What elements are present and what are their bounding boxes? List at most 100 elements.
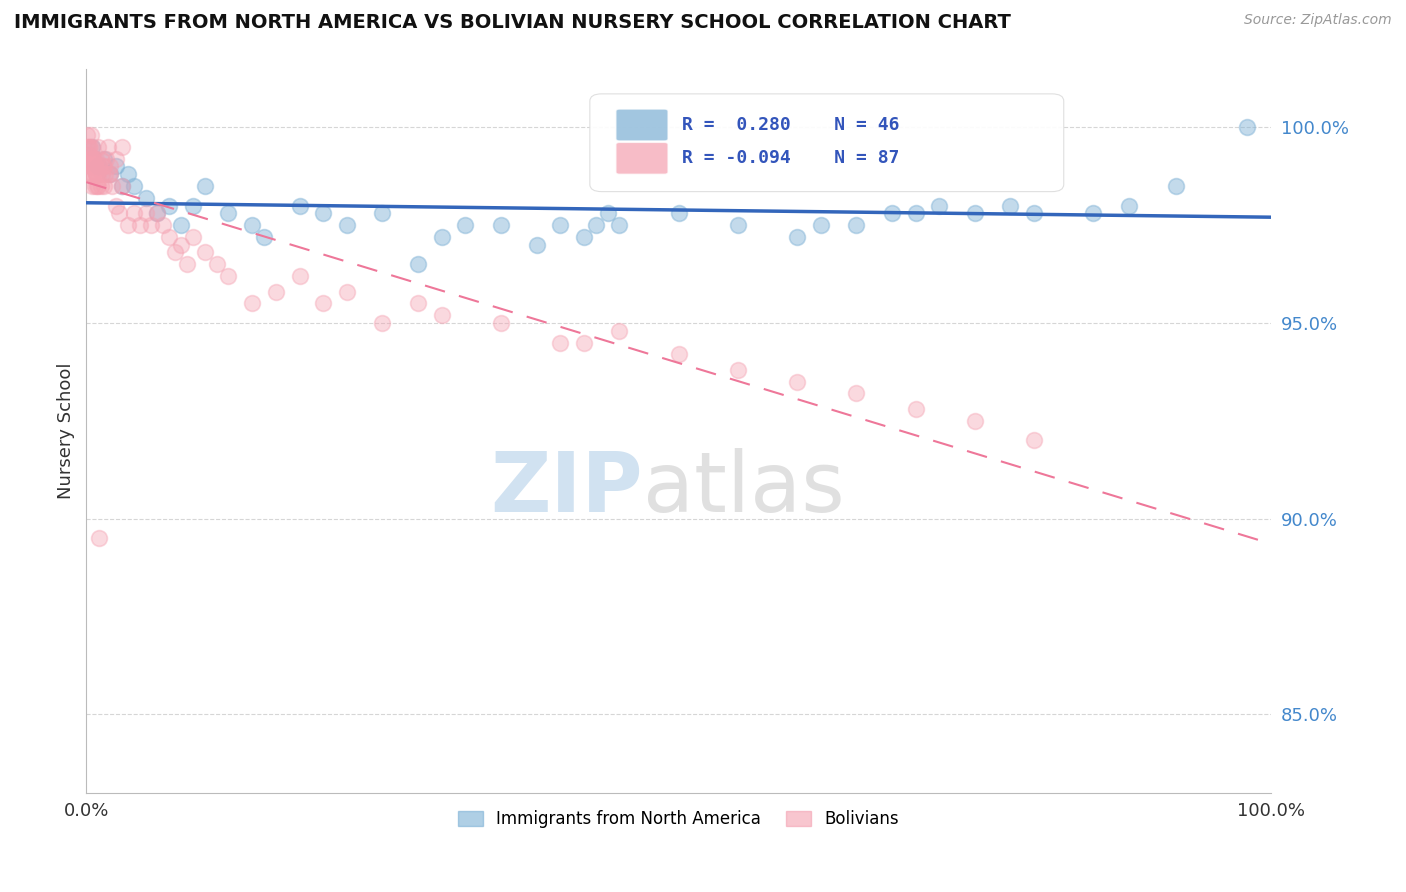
Point — [94, 167, 117, 181]
Point — [727, 363, 749, 377]
Point — [406, 257, 429, 271]
Point — [786, 230, 808, 244]
Point — [336, 218, 359, 232]
Point — [1024, 206, 1046, 220]
Point — [810, 218, 832, 232]
Point — [170, 237, 193, 252]
Point — [93, 152, 115, 166]
Point — [336, 285, 359, 299]
Point — [79, 152, 101, 166]
Text: IMMIGRANTS FROM NORTH AMERICA VS BOLIVIAN NURSERY SCHOOL CORRELATION CHART: IMMIGRANTS FROM NORTH AMERICA VS BOLIVIA… — [14, 13, 1011, 32]
Point — [82, 140, 104, 154]
Point — [79, 160, 101, 174]
Point — [77, 147, 100, 161]
Point — [111, 178, 134, 193]
Point — [264, 285, 287, 299]
Point — [98, 160, 121, 174]
Point — [80, 167, 103, 181]
Point — [80, 152, 103, 166]
Point — [87, 160, 110, 174]
Point — [84, 167, 107, 181]
Point — [122, 206, 145, 220]
Point — [76, 140, 98, 154]
Point — [111, 178, 134, 193]
Point — [86, 178, 108, 193]
Point — [596, 206, 619, 220]
Point — [146, 206, 169, 220]
Point — [79, 160, 101, 174]
Point — [122, 178, 145, 193]
Point — [253, 230, 276, 244]
Point — [93, 160, 115, 174]
Point — [104, 160, 127, 174]
Point — [963, 206, 986, 220]
Point — [83, 152, 105, 166]
Point — [786, 375, 808, 389]
Point — [111, 140, 134, 154]
FancyBboxPatch shape — [616, 109, 668, 141]
Point — [157, 230, 180, 244]
Point — [845, 386, 868, 401]
Point — [1166, 178, 1188, 193]
Point — [217, 268, 239, 283]
Point — [77, 152, 100, 166]
Point — [217, 206, 239, 220]
Point — [89, 178, 111, 193]
Point — [240, 218, 263, 232]
FancyBboxPatch shape — [616, 143, 668, 174]
Text: ZIP: ZIP — [491, 448, 643, 529]
Point — [97, 167, 120, 181]
Point — [91, 160, 114, 174]
Point — [89, 160, 111, 174]
Point — [84, 160, 107, 174]
Text: R = -0.094    N = 87: R = -0.094 N = 87 — [682, 149, 900, 168]
Point — [76, 128, 98, 142]
Point — [89, 531, 111, 545]
Point — [104, 198, 127, 212]
Point — [845, 218, 868, 232]
Point — [82, 167, 104, 181]
Point — [963, 414, 986, 428]
Point — [1024, 434, 1046, 448]
Point — [84, 167, 107, 181]
Point — [454, 218, 477, 232]
Point — [80, 167, 103, 181]
Point — [668, 347, 690, 361]
Point — [928, 198, 950, 212]
Point — [170, 218, 193, 232]
Point — [489, 218, 512, 232]
Point — [117, 167, 139, 181]
Point — [430, 308, 453, 322]
Point — [104, 152, 127, 166]
Point — [609, 218, 631, 232]
Point — [548, 218, 571, 232]
Point — [668, 206, 690, 220]
Point — [83, 160, 105, 174]
Point — [89, 152, 111, 166]
Point — [98, 167, 121, 181]
Point — [572, 230, 595, 244]
Point — [240, 296, 263, 310]
Point — [83, 178, 105, 193]
Point — [1236, 120, 1258, 135]
Text: Source: ZipAtlas.com: Source: ZipAtlas.com — [1244, 13, 1392, 28]
Point — [82, 160, 104, 174]
Point — [548, 335, 571, 350]
Point — [572, 335, 595, 350]
Point — [727, 218, 749, 232]
Point — [205, 257, 228, 271]
Point — [79, 140, 101, 154]
Point — [135, 191, 157, 205]
Point — [87, 178, 110, 193]
Point — [430, 230, 453, 244]
Point — [128, 218, 150, 232]
Point — [194, 245, 217, 260]
Point — [585, 218, 607, 232]
Point — [312, 206, 335, 220]
Point — [146, 206, 169, 220]
Point — [98, 167, 121, 181]
Point — [141, 218, 163, 232]
Point — [165, 245, 187, 260]
Point — [86, 167, 108, 181]
Point — [77, 140, 100, 154]
